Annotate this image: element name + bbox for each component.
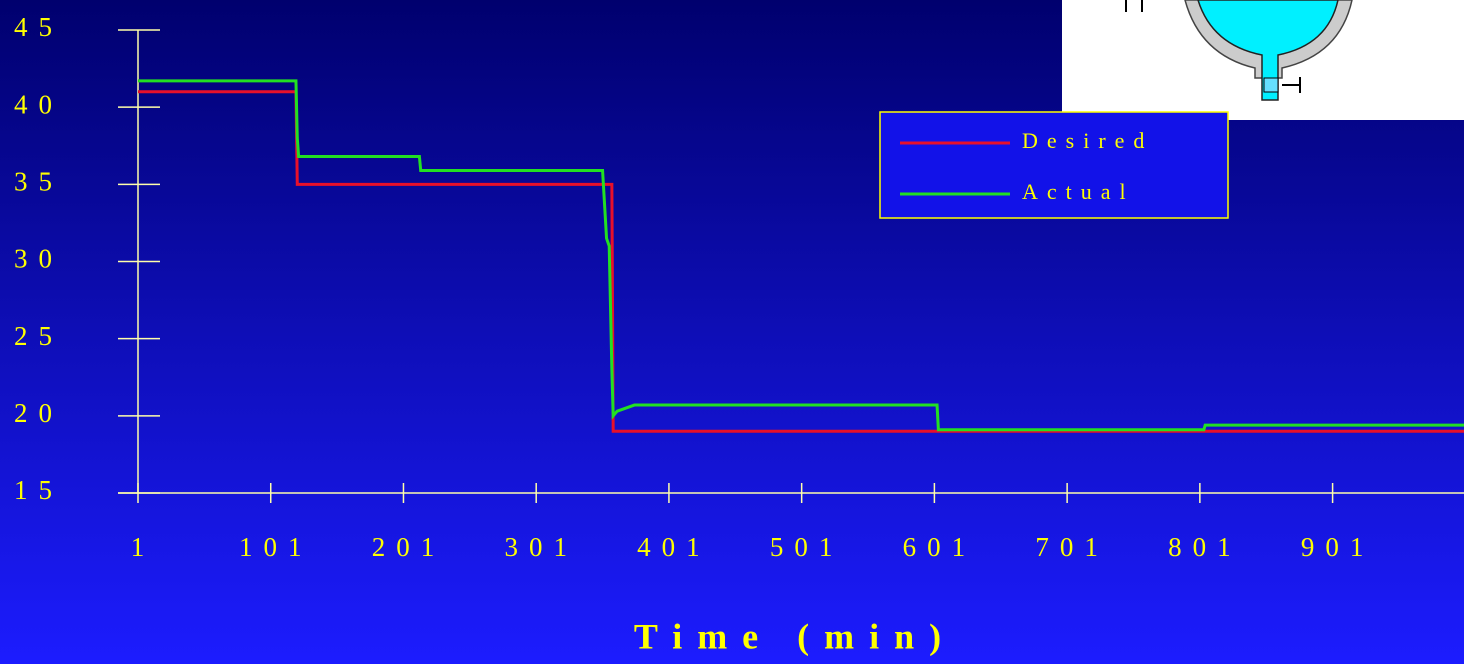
x-tick-label: 801 — [1168, 532, 1242, 562]
y-tick-label: 45 — [14, 12, 63, 42]
y-tick-label: 25 — [14, 321, 63, 351]
x-tick-label: 201 — [372, 532, 446, 562]
tank-picture — [1062, 0, 1464, 120]
x-axis-title: Time (min) — [634, 616, 956, 656]
y-tick-label: 40 — [14, 89, 63, 119]
x-tick-label: 301 — [504, 532, 578, 562]
x-tick-label: 701 — [1035, 532, 1109, 562]
x-tick-label: 1 — [131, 532, 156, 562]
x-tick-label: 901 — [1301, 532, 1375, 562]
legend-label: Desired — [1022, 128, 1153, 153]
legend: Desired Actual — [880, 112, 1228, 218]
x-tick-label: 101 — [239, 532, 313, 562]
page: {"chart_data": {"type": "line", "x_label… — [0, 0, 1464, 664]
legend-label: Actual — [1022, 179, 1135, 204]
x-tick-label: 601 — [903, 532, 977, 562]
y-tick-label: 35 — [14, 167, 63, 197]
y-tick-label: 30 — [14, 244, 63, 274]
y-tick-label: 15 — [14, 475, 63, 505]
chart: Time (min) Desired Actual 15 20 25 30 35 40 45… — [0, 0, 1464, 664]
x-tick-label: 401 — [637, 532, 711, 562]
x-tick-label: 501 — [770, 532, 844, 562]
y-tick-label: 20 — [14, 398, 63, 428]
